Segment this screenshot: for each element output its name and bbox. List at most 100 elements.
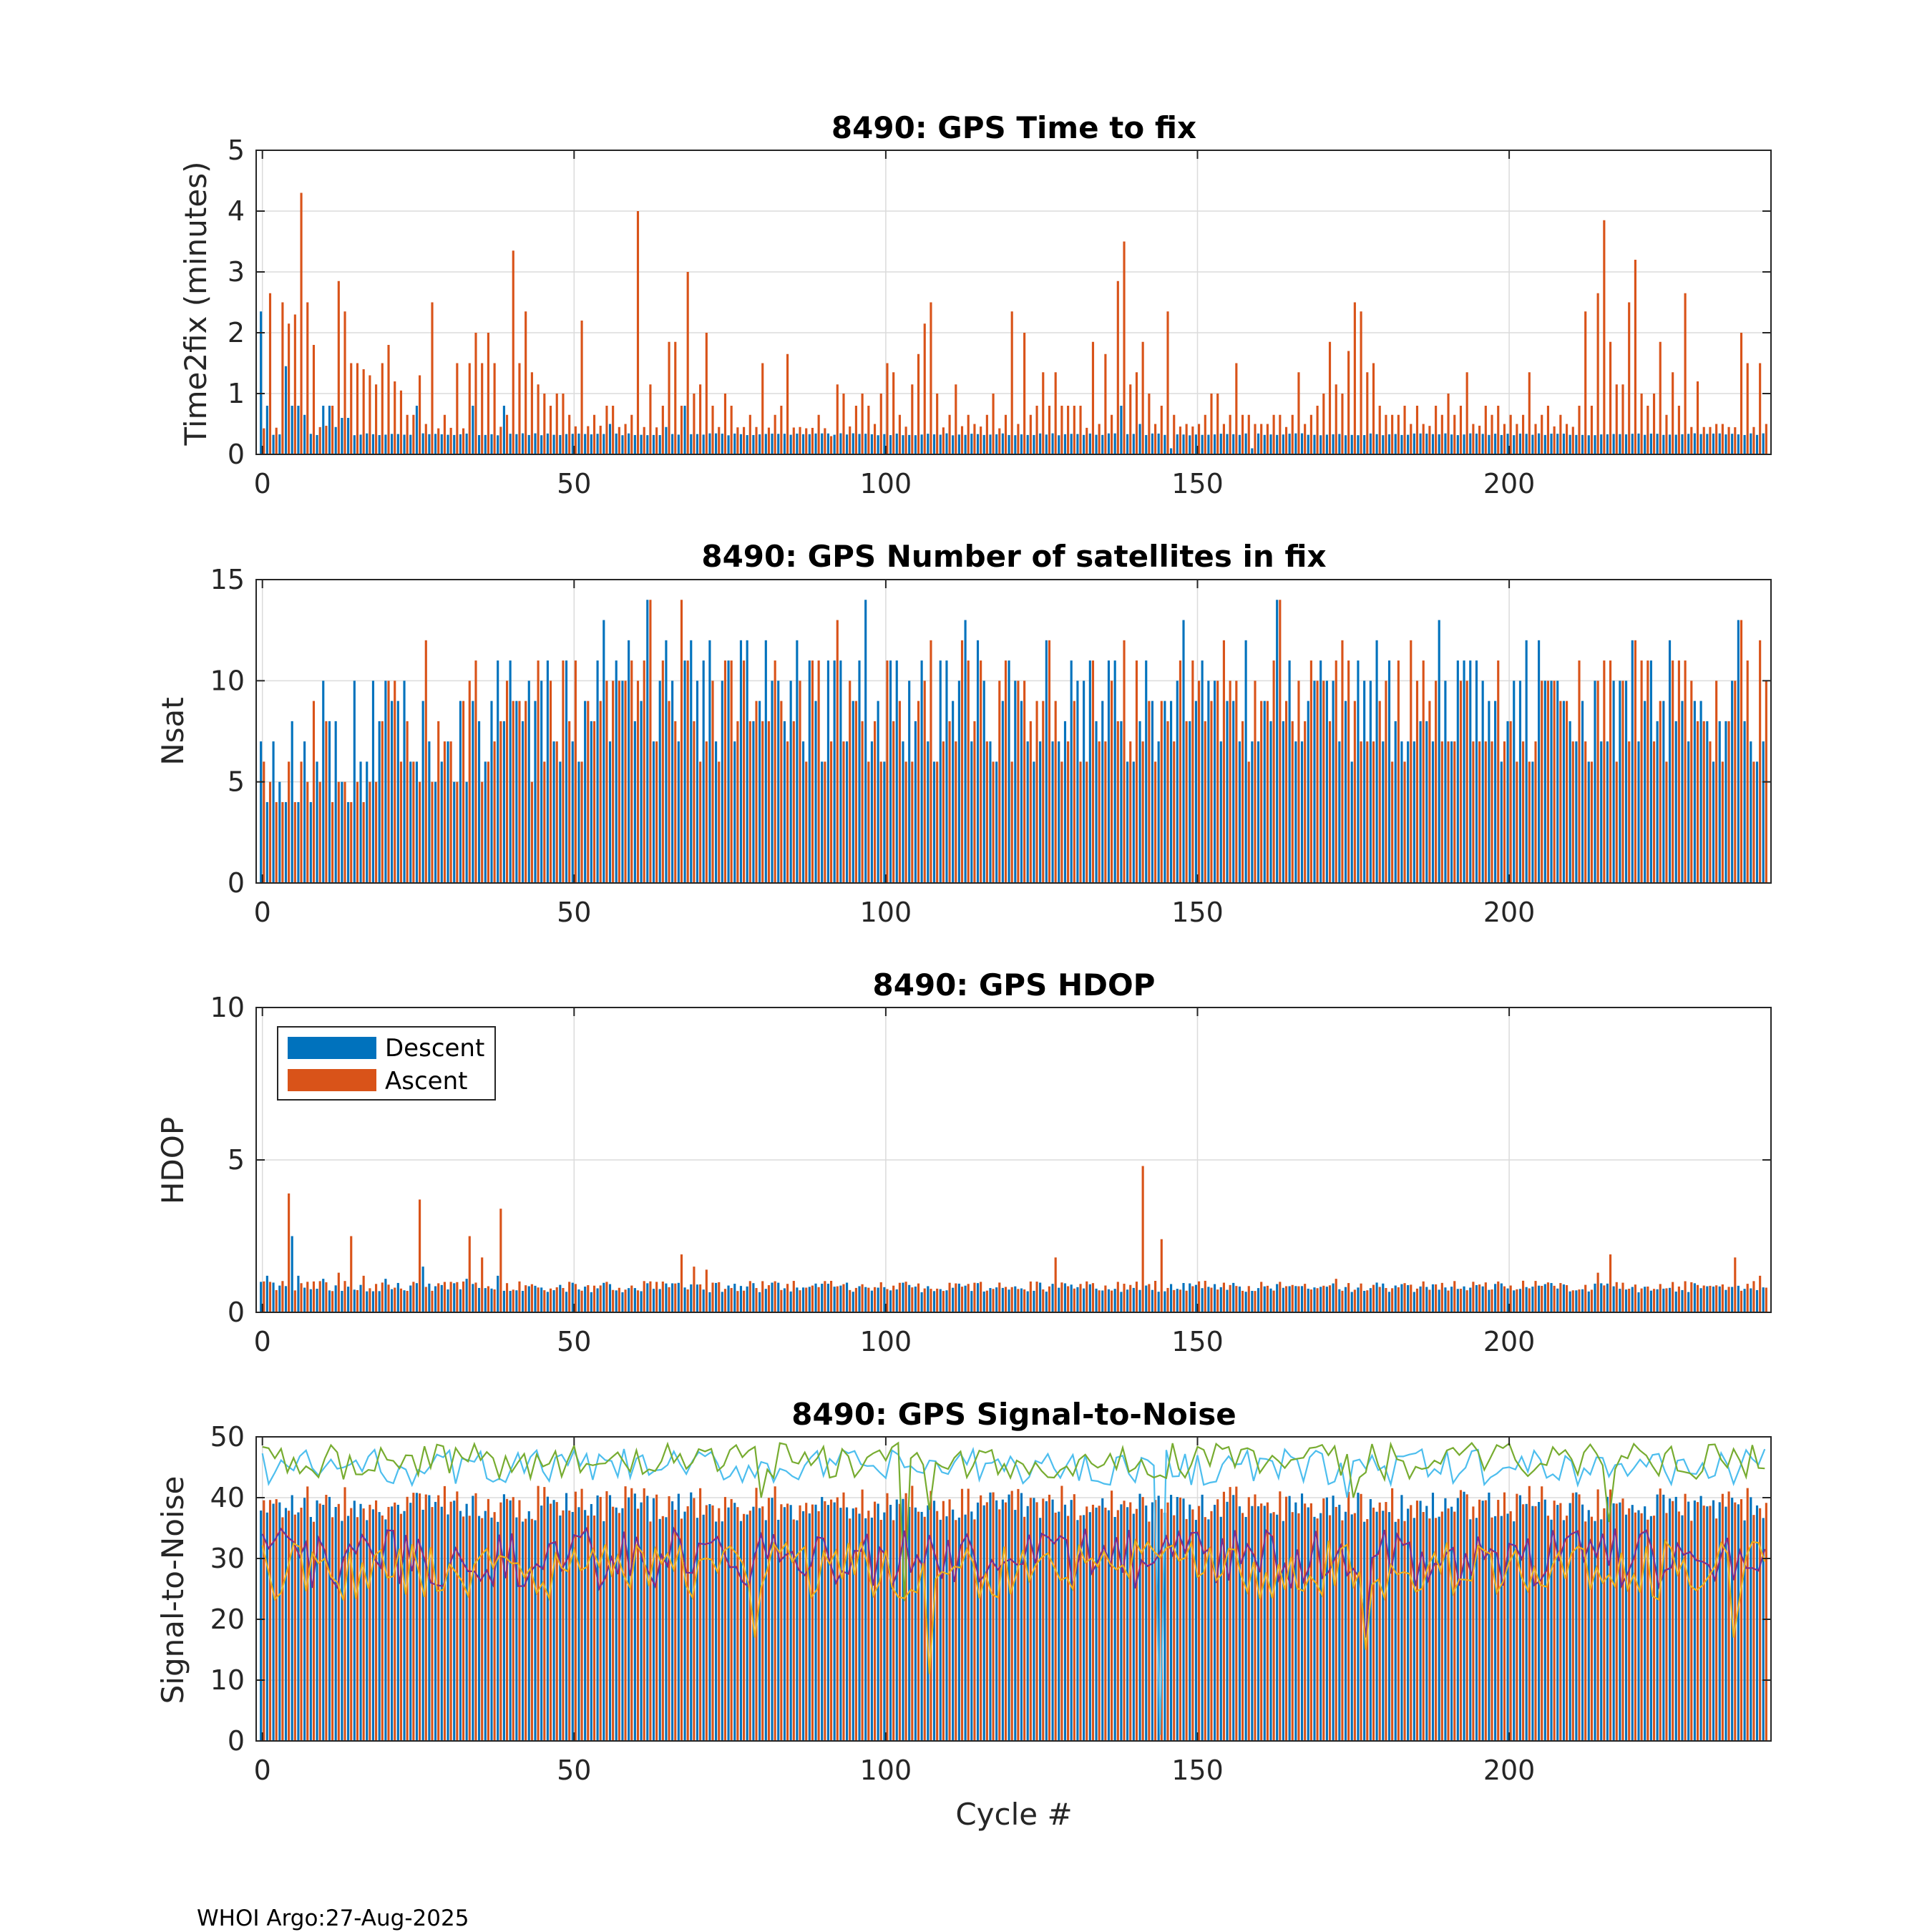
bar xyxy=(552,741,555,883)
bar xyxy=(1191,1509,1194,1741)
bar xyxy=(1624,434,1628,454)
bar xyxy=(456,363,459,454)
bar xyxy=(612,680,615,883)
bar xyxy=(565,434,568,454)
bar xyxy=(1734,427,1737,454)
bar xyxy=(1060,1485,1063,1741)
bar xyxy=(1344,435,1347,454)
bar xyxy=(733,1284,736,1312)
bar xyxy=(1269,721,1272,883)
bar xyxy=(914,1507,917,1741)
bar xyxy=(1706,434,1709,454)
bar xyxy=(743,660,746,883)
bar xyxy=(1566,424,1568,454)
bar xyxy=(1559,701,1562,883)
bar xyxy=(799,1505,801,1741)
bar xyxy=(1528,1485,1531,1741)
bar xyxy=(771,680,774,883)
bar xyxy=(1478,1284,1481,1312)
bar xyxy=(608,1284,612,1312)
bar xyxy=(362,801,365,883)
bar xyxy=(948,1499,951,1741)
bar xyxy=(1465,680,1468,883)
bar xyxy=(1571,1493,1574,1741)
bar xyxy=(1584,311,1587,454)
bar xyxy=(780,1504,783,1741)
bar xyxy=(293,314,296,454)
bar xyxy=(1132,434,1135,454)
bar xyxy=(309,801,312,883)
bar xyxy=(1033,1498,1035,1741)
bar xyxy=(1328,341,1332,454)
bar xyxy=(1740,1290,1743,1312)
bar xyxy=(1656,434,1659,454)
bar xyxy=(973,1282,976,1312)
bar xyxy=(1101,701,1104,883)
bar xyxy=(1407,1508,1410,1741)
bar xyxy=(829,1499,833,1741)
bar xyxy=(1693,1500,1696,1741)
bar xyxy=(892,721,895,883)
bar xyxy=(1690,1282,1693,1312)
legend-label-descent: Descent xyxy=(385,1034,484,1063)
bar xyxy=(394,381,396,454)
bar xyxy=(1594,1521,1596,1741)
bar xyxy=(343,1487,346,1741)
bar xyxy=(1644,434,1646,454)
bar xyxy=(449,741,452,883)
bar xyxy=(1475,433,1478,454)
bar xyxy=(291,406,293,454)
bar xyxy=(1612,680,1615,883)
bar xyxy=(1058,741,1060,883)
bar xyxy=(1525,1503,1528,1741)
bar xyxy=(774,1486,776,1741)
bar xyxy=(1194,1284,1198,1312)
bar xyxy=(628,1288,630,1312)
bar xyxy=(1111,1290,1113,1312)
bar xyxy=(895,1499,898,1741)
bar xyxy=(783,721,786,883)
bar xyxy=(512,1289,514,1312)
bar xyxy=(1478,1499,1481,1741)
bar xyxy=(1073,1288,1075,1312)
bar xyxy=(1251,1291,1254,1312)
bar xyxy=(1615,1503,1618,1741)
bar xyxy=(889,1290,892,1312)
bar xyxy=(571,1282,574,1312)
bar xyxy=(1628,1289,1631,1312)
bar xyxy=(1104,1507,1107,1741)
bar xyxy=(902,1282,904,1312)
bar xyxy=(1116,721,1119,883)
bar xyxy=(677,1282,680,1312)
bar xyxy=(1543,1499,1546,1741)
bar xyxy=(1294,741,1297,883)
bar xyxy=(1207,1287,1210,1312)
bar xyxy=(1378,701,1381,883)
bar xyxy=(1649,1516,1652,1741)
bar xyxy=(1431,1493,1435,1741)
bar xyxy=(920,1511,923,1741)
bar xyxy=(384,434,387,454)
bar xyxy=(391,434,394,454)
bar xyxy=(920,1292,923,1312)
bar xyxy=(1254,1291,1257,1312)
bar xyxy=(1160,406,1163,454)
bar xyxy=(1328,1515,1332,1741)
bar xyxy=(605,680,608,883)
bar xyxy=(499,721,502,883)
bar xyxy=(456,1282,459,1312)
bar xyxy=(1226,1289,1229,1312)
bar xyxy=(1394,721,1397,883)
bar xyxy=(1173,1515,1176,1741)
bar xyxy=(1435,1284,1438,1312)
bar xyxy=(696,1518,699,1741)
bar xyxy=(814,1504,817,1741)
bar xyxy=(1313,1516,1316,1741)
bar xyxy=(396,701,399,883)
bar xyxy=(1718,721,1721,883)
bar xyxy=(468,1516,471,1741)
bar xyxy=(743,426,746,454)
bar xyxy=(1335,384,1337,454)
bar xyxy=(1387,434,1391,454)
